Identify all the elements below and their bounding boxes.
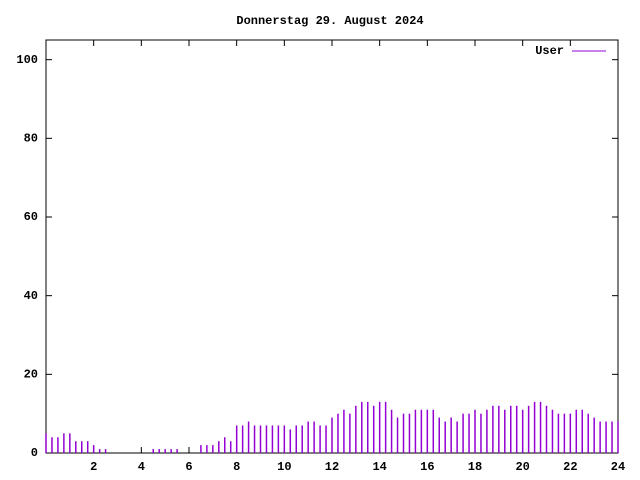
x-tick-label: 4: [138, 460, 145, 474]
x-tick-label: 2: [90, 460, 97, 474]
y-tick-label: 100: [16, 53, 38, 67]
x-tick-label: 24: [611, 460, 625, 474]
x-tick-label: 10: [277, 460, 291, 474]
x-tick-label: 12: [325, 460, 339, 474]
legend-label: User: [535, 44, 564, 58]
x-tick-label: 8: [233, 460, 240, 474]
y-tick-label: 60: [24, 210, 38, 224]
x-tick-label: 18: [468, 460, 482, 474]
x-tick-label: 16: [420, 460, 434, 474]
x-tick-label: 14: [372, 460, 386, 474]
x-tick-label: 22: [563, 460, 577, 474]
y-tick-label: 0: [31, 446, 38, 460]
chart-title: Donnerstag 29. August 2024: [236, 14, 423, 28]
y-tick-label: 80: [24, 132, 38, 146]
y-tick-label: 40: [24, 289, 38, 303]
x-tick-label: 20: [515, 460, 529, 474]
x-tick-label: 6: [185, 460, 192, 474]
plot-border: [45, 39, 619, 454]
y-tick-label: 20: [24, 368, 38, 382]
